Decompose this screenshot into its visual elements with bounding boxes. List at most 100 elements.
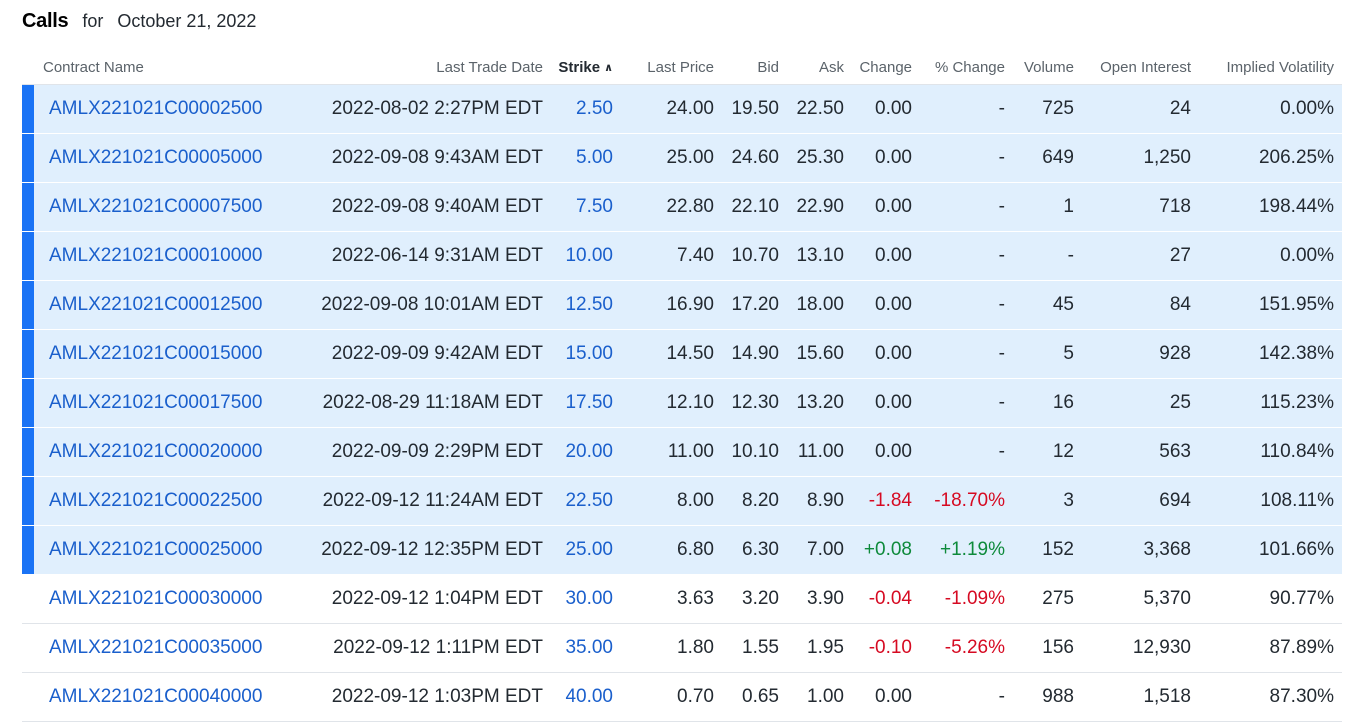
last-trade-date-cell: 2022-09-08 9:43AM EDT bbox=[297, 133, 551, 183]
bid-cell: 3.20 bbox=[722, 574, 787, 624]
last-price-cell: 3.63 bbox=[621, 574, 722, 624]
last-trade-date-cell: 2022-09-12 1:11PM EDT bbox=[297, 623, 551, 673]
column-header-strike[interactable]: Strike ∧ bbox=[551, 50, 621, 85]
expiration-date[interactable]: October 21, 2022 bbox=[117, 11, 257, 31]
ask-cell: 13.10 bbox=[787, 231, 852, 281]
strike-cell: 5.00 bbox=[551, 133, 621, 183]
column-header-last-trade-date[interactable]: Last Trade Date bbox=[297, 50, 551, 85]
volume-cell: 156 bbox=[1013, 623, 1082, 673]
table-header-row: Contract Name Last Trade Date Strike ∧ La… bbox=[22, 50, 1342, 85]
strike-link[interactable]: 5.00 bbox=[576, 147, 613, 168]
strike-cell: 7.50 bbox=[551, 182, 621, 232]
contract-link[interactable]: AMLX221021C00022500 bbox=[49, 490, 263, 511]
strike-link[interactable]: 10.00 bbox=[565, 245, 613, 266]
strike-link[interactable]: 40.00 bbox=[565, 686, 613, 707]
bid-cell: 17.20 bbox=[722, 280, 787, 330]
bid-cell: 10.10 bbox=[722, 427, 787, 477]
open-interest-cell: 694 bbox=[1082, 476, 1199, 526]
table-body: AMLX221021C00002500 2022-08-02 2:27PM EDT… bbox=[22, 84, 1342, 722]
contract-link[interactable]: AMLX221021C00020000 bbox=[49, 441, 263, 462]
strike-link[interactable]: 15.00 bbox=[565, 343, 613, 364]
change-cell: -0.10 bbox=[852, 623, 920, 673]
ask-cell: 13.20 bbox=[787, 378, 852, 428]
contract-link[interactable]: AMLX221021C00035000 bbox=[49, 637, 263, 658]
contract-link[interactable]: AMLX221021C00030000 bbox=[49, 588, 263, 609]
strike-link[interactable]: 30.00 bbox=[565, 588, 613, 609]
section-heading: Calls for October 21, 2022 bbox=[22, 10, 256, 36]
strike-link[interactable]: 2.50 bbox=[576, 98, 613, 119]
last-trade-date-cell: 2022-09-08 9:40AM EDT bbox=[297, 182, 551, 232]
table-row: AMLX221021C00015000 2022-09-09 9:42AM EDT… bbox=[22, 329, 1342, 379]
strike-header-label: Strike bbox=[558, 58, 601, 76]
implied-volatility-cell: 198.44% bbox=[1199, 182, 1342, 232]
strike-link[interactable]: 22.50 bbox=[565, 490, 613, 511]
column-header-contract-name[interactable]: Contract Name bbox=[22, 50, 297, 85]
column-header-implied-volatility[interactable]: Implied Volatility bbox=[1199, 50, 1342, 85]
strike-link[interactable]: 12.50 bbox=[565, 294, 613, 315]
volume-cell: 1 bbox=[1013, 182, 1082, 232]
column-header-volume[interactable]: Volume bbox=[1013, 50, 1082, 85]
table-row: AMLX221021C00010000 2022-06-14 9:31AM EDT… bbox=[22, 231, 1342, 281]
last-price-cell: 1.80 bbox=[621, 623, 722, 673]
change-cell: -1.84 bbox=[852, 476, 920, 526]
pct-change-cell: -18.70% bbox=[920, 476, 1013, 526]
strike-cell: 22.50 bbox=[551, 476, 621, 526]
pct-change-cell: - bbox=[920, 329, 1013, 379]
contract-link[interactable]: AMLX221021C00007500 bbox=[49, 196, 263, 217]
column-header-change[interactable]: Change bbox=[852, 50, 920, 85]
implied-volatility-cell: 101.66% bbox=[1199, 525, 1342, 575]
column-header-bid[interactable]: Bid bbox=[722, 50, 787, 85]
implied-volatility-cell: 0.00% bbox=[1199, 231, 1342, 281]
strike-link[interactable]: 17.50 bbox=[565, 392, 613, 413]
calls-table: Contract Name Last Trade Date Strike ∧ La… bbox=[22, 50, 1342, 722]
table-row: AMLX221021C00020000 2022-09-09 2:29PM EDT… bbox=[22, 427, 1342, 477]
contract-name-cell: AMLX221021C00015000 bbox=[22, 329, 297, 379]
last-trade-date-cell: 2022-09-12 12:35PM EDT bbox=[297, 525, 551, 575]
contract-link[interactable]: AMLX221021C00040000 bbox=[49, 686, 263, 707]
last-trade-date-cell: 2022-09-12 1:04PM EDT bbox=[297, 574, 551, 624]
strike-link[interactable]: 35.00 bbox=[565, 637, 613, 658]
bid-cell: 14.90 bbox=[722, 329, 787, 379]
bid-cell: 24.60 bbox=[722, 133, 787, 183]
change-cell: -0.04 bbox=[852, 574, 920, 624]
contract-link[interactable]: AMLX221021C00012500 bbox=[49, 294, 263, 315]
contract-name-cell: AMLX221021C00030000 bbox=[22, 574, 297, 624]
strike-cell: 20.00 bbox=[551, 427, 621, 477]
ask-cell: 18.00 bbox=[787, 280, 852, 330]
strike-link[interactable]: 20.00 bbox=[565, 441, 613, 462]
last-price-cell: 12.10 bbox=[621, 378, 722, 428]
change-cell: 0.00 bbox=[852, 329, 920, 379]
change-cell: 0.00 bbox=[852, 280, 920, 330]
column-header-last-price[interactable]: Last Price bbox=[621, 50, 722, 85]
pct-change-cell: - bbox=[920, 231, 1013, 281]
implied-volatility-cell: 87.89% bbox=[1199, 623, 1342, 673]
bid-cell: 0.65 bbox=[722, 672, 787, 722]
column-header-open-interest[interactable]: Open Interest bbox=[1082, 50, 1199, 85]
table-row: AMLX221021C00012500 2022-09-08 10:01AM ED… bbox=[22, 280, 1342, 330]
contract-link[interactable]: AMLX221021C00005000 bbox=[49, 147, 263, 168]
column-header-pct-change[interactable]: % Change bbox=[920, 50, 1013, 85]
column-header-ask[interactable]: Ask bbox=[787, 50, 852, 85]
volume-cell: 988 bbox=[1013, 672, 1082, 722]
implied-volatility-cell: 108.11% bbox=[1199, 476, 1342, 526]
contract-link[interactable]: AMLX221021C00002500 bbox=[49, 98, 263, 119]
open-interest-cell: 84 bbox=[1082, 280, 1199, 330]
implied-volatility-cell: 0.00% bbox=[1199, 84, 1342, 134]
contract-link[interactable]: AMLX221021C00010000 bbox=[49, 245, 263, 266]
strike-link[interactable]: 7.50 bbox=[576, 196, 613, 217]
ask-cell: 11.00 bbox=[787, 427, 852, 477]
pct-change-cell: -5.26% bbox=[920, 623, 1013, 673]
contract-name-cell: AMLX221021C00040000 bbox=[22, 672, 297, 722]
contract-link[interactable]: AMLX221021C00025000 bbox=[49, 539, 263, 560]
bid-cell: 8.20 bbox=[722, 476, 787, 526]
last-trade-date-cell: 2022-08-29 11:18AM EDT bbox=[297, 378, 551, 428]
strike-link[interactable]: 25.00 bbox=[565, 539, 613, 560]
open-interest-cell: 563 bbox=[1082, 427, 1199, 477]
bid-cell: 10.70 bbox=[722, 231, 787, 281]
contract-link[interactable]: AMLX221021C00017500 bbox=[49, 392, 263, 413]
ask-cell: 3.90 bbox=[787, 574, 852, 624]
pct-change-cell: - bbox=[920, 427, 1013, 477]
table-row: AMLX221021C00005000 2022-09-08 9:43AM EDT… bbox=[22, 133, 1342, 183]
contract-link[interactable]: AMLX221021C00015000 bbox=[49, 343, 263, 364]
open-interest-cell: 1,518 bbox=[1082, 672, 1199, 722]
